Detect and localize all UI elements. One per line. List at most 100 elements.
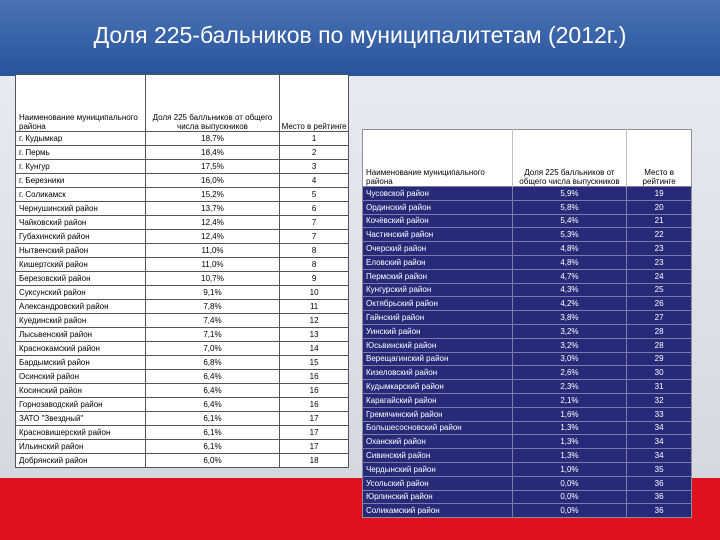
share-cell: 4,7% [511,268,627,284]
rank-cell: 10 [279,285,349,300]
share-cell: 5,3% [511,227,627,242]
rank-cell: 31 [626,379,692,394]
share-cell: 7,0% [144,341,280,356]
rank-cell: 34 [626,420,692,435]
table-row: Нытвенский район 11,0% 8 [15,243,349,258]
rank-cell: 22 [626,227,692,242]
table-row: Гайнский район 3,8% 27 [362,310,692,325]
table-row: г. Кунгур 17,5% 3 [15,159,349,174]
header-share: Доля 225 балльников от общего числа выпу… [144,74,280,132]
district-name-cell: Суксунский район [15,285,146,300]
rank-cell: 4 [279,173,349,188]
district-name-cell: Оханский район [362,434,513,449]
share-cell: 6,4% [144,369,280,384]
table-row: Кизеловский район 2,6% 30 [362,365,692,380]
district-name-cell: г. Березники [15,173,146,188]
rank-cell: 3 [279,159,349,174]
rank-cell: 33 [626,406,692,422]
table-row: ЗАТО "Звездный" 6,1% 17 [15,411,349,426]
table-row: Усольский район 0,0% 36 [362,475,692,491]
table-row: Бардымский район 6,8% 15 [15,355,349,370]
district-name-cell: ЗАТО "Звездный" [15,411,146,426]
share-cell: 11,0% [144,243,280,258]
table-row: Краснокамский район 7,0% 14 [15,341,349,356]
share-cell: 6,1% [144,439,280,454]
table-row: Чердынский район 1,0% 35 [362,461,692,477]
rank-cell: 23 [626,241,692,256]
share-cell: 6,1% [144,411,280,426]
share-cell: 4,2% [511,296,627,311]
table-row: Кишертский район 11,0% 8 [15,257,349,272]
district-name-cell: Губахинский район [15,229,146,244]
rank-cell: 21 [626,213,692,228]
table-row: Большесосновский район 1,3% 34 [362,420,692,435]
header-rank: Место в рейтинге [279,74,349,132]
table-row: Косинский район 6,4% 16 [15,383,349,398]
district-name-cell: Краснокамский район [15,341,146,356]
rank-cell: 9 [279,271,349,286]
share-cell: 2,6% [511,365,627,380]
table-row: Соликамский район 0,0% 36 [362,503,692,518]
district-name-cell: Чайковский район [15,215,146,230]
district-name-cell: Добрянский район [15,453,146,468]
table-row: Ильинский район 6,1% 17 [15,439,349,454]
district-name-cell: Верещагинский район [362,351,513,366]
slide-header: Доля 225-бальников по муниципалитетам (2… [0,0,720,76]
rank-cell: 7 [279,229,349,244]
table-row: Кочёвский район 5,4% 21 [362,213,692,228]
header-district: Наименование муниципального района [19,113,138,131]
district-name-cell: Лысьвенский район [15,327,146,342]
share-cell: 16,0% [144,173,280,188]
share-cell: 1,0% [511,461,627,477]
rank-cell: 32 [626,392,692,408]
share-cell: 0,0% [511,489,627,504]
district-name-cell: Ильинский район [15,439,146,454]
left-ranking-table: Наименование муниципального района Доля … [15,74,349,468]
rank-cell: 36 [626,503,692,518]
rank-cell: 29 [626,351,692,366]
district-name-cell: Очерский район [362,241,513,256]
share-cell: 6,0% [144,453,280,468]
rank-cell: 28 [626,323,692,339]
table-row: Куединский район 7,4% 12 [15,313,349,328]
district-name-cell: Кудымкарский район [362,379,513,394]
table-row: Чайковский район 12,4% 7 [15,215,349,230]
rank-cell: 20 [626,199,692,215]
share-cell: 7,1% [144,327,280,342]
district-name-cell: Октябрьский район [362,296,513,311]
district-name-cell: Кизеловский район [362,365,513,380]
table-row: Горнозаводский район 6,4% 16 [15,397,349,412]
rank-cell: 15 [279,355,349,370]
share-cell: 9,1% [144,285,280,300]
rank-cell: 17 [279,439,349,454]
district-name-cell: Уинский район [362,323,513,339]
table-row: Октябрьский район 4,2% 26 [362,296,692,311]
rank-cell: 5 [279,187,349,202]
table-row: Юрлинский район 0,0% 36 [362,489,692,504]
rank-cell: 7 [279,215,349,230]
district-name-cell: Чердынский район [362,461,513,477]
district-name-cell: Юрлинский район [362,489,513,504]
share-cell: 7,8% [144,299,280,314]
share-cell: 5,9% [511,186,627,201]
district-name-cell: Косинский район [15,383,146,398]
rank-cell: 16 [279,369,349,384]
table-row: Красновишерский район 6,1% 17 [15,425,349,440]
district-name-cell: г. Соликамск [15,187,146,202]
table-row: г. Кудымкар 18,7% 1 [15,131,349,146]
district-name-cell: Карагайский район [362,392,513,408]
header-share: Доля 225 балльников от общего числа выпу… [511,129,627,187]
district-name-cell: Гремячинский район [362,406,513,422]
share-cell: 2,1% [511,392,627,408]
district-name-cell: г. Кудымкар [15,131,146,146]
share-cell: 15,2% [144,187,280,202]
rank-cell: 16 [279,397,349,412]
district-name-cell: Кишертский район [15,257,146,272]
share-cell: 5,8% [511,199,627,215]
district-name-cell: Частинский район [362,227,513,242]
share-cell: 4,8% [511,241,627,256]
share-cell: 1,6% [511,406,627,422]
rank-cell: 8 [279,257,349,272]
table-row: Сивинский район 1,3% 34 [362,448,692,463]
rank-cell: 12 [279,313,349,328]
